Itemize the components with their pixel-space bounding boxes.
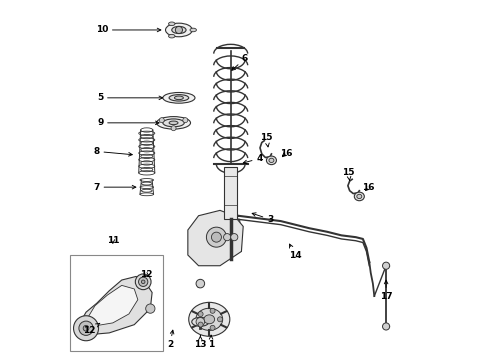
Circle shape <box>171 126 176 131</box>
Text: 3: 3 <box>252 213 273 224</box>
Circle shape <box>74 316 98 341</box>
Bar <box>70 255 163 351</box>
Ellipse shape <box>169 121 178 125</box>
Circle shape <box>206 227 226 247</box>
Text: 1: 1 <box>208 336 214 349</box>
Text: 5: 5 <box>97 93 163 102</box>
Ellipse shape <box>269 158 274 162</box>
Circle shape <box>223 234 231 241</box>
Circle shape <box>383 262 390 269</box>
Circle shape <box>159 118 164 123</box>
Text: 12: 12 <box>83 323 100 334</box>
Text: 7: 7 <box>94 183 136 192</box>
Ellipse shape <box>189 302 230 336</box>
Ellipse shape <box>163 93 195 103</box>
Text: 12: 12 <box>141 270 153 279</box>
Circle shape <box>196 279 205 288</box>
Circle shape <box>211 232 221 242</box>
Circle shape <box>142 280 145 284</box>
Ellipse shape <box>172 26 186 33</box>
Circle shape <box>139 277 148 287</box>
Polygon shape <box>188 210 243 266</box>
Circle shape <box>146 304 155 313</box>
Ellipse shape <box>357 194 362 199</box>
Text: 15: 15 <box>343 168 355 180</box>
Text: 13: 13 <box>194 336 207 349</box>
Ellipse shape <box>192 318 209 326</box>
Circle shape <box>383 323 390 330</box>
Text: 16: 16 <box>362 183 374 192</box>
Ellipse shape <box>174 96 183 100</box>
Circle shape <box>79 321 93 336</box>
Circle shape <box>210 308 215 313</box>
Circle shape <box>198 311 203 316</box>
Text: 2: 2 <box>167 330 174 349</box>
Circle shape <box>218 317 222 322</box>
Ellipse shape <box>169 95 189 101</box>
Ellipse shape <box>354 192 364 201</box>
Text: 4: 4 <box>244 154 263 164</box>
Text: 11: 11 <box>107 236 119 245</box>
Polygon shape <box>80 276 152 336</box>
Polygon shape <box>88 285 138 327</box>
Text: 14: 14 <box>289 244 301 260</box>
Text: 15: 15 <box>260 132 272 147</box>
Circle shape <box>135 274 151 290</box>
Ellipse shape <box>267 156 276 165</box>
Polygon shape <box>218 219 242 251</box>
Text: 9: 9 <box>97 118 159 127</box>
Ellipse shape <box>196 308 222 330</box>
Circle shape <box>210 325 215 330</box>
Circle shape <box>196 318 205 326</box>
Ellipse shape <box>157 117 191 129</box>
Text: 10: 10 <box>96 26 161 35</box>
Circle shape <box>231 234 238 241</box>
Circle shape <box>198 322 203 327</box>
Circle shape <box>83 325 89 331</box>
Text: 17: 17 <box>380 280 392 301</box>
Ellipse shape <box>169 34 175 38</box>
Text: 6: 6 <box>232 54 248 70</box>
Text: 16: 16 <box>280 149 293 158</box>
Ellipse shape <box>163 119 184 127</box>
Circle shape <box>175 26 182 33</box>
Ellipse shape <box>190 28 196 32</box>
Bar <box>224 167 237 219</box>
Ellipse shape <box>204 315 215 324</box>
Circle shape <box>183 118 188 123</box>
Text: 8: 8 <box>94 147 132 156</box>
Ellipse shape <box>169 22 175 26</box>
Ellipse shape <box>166 23 192 37</box>
